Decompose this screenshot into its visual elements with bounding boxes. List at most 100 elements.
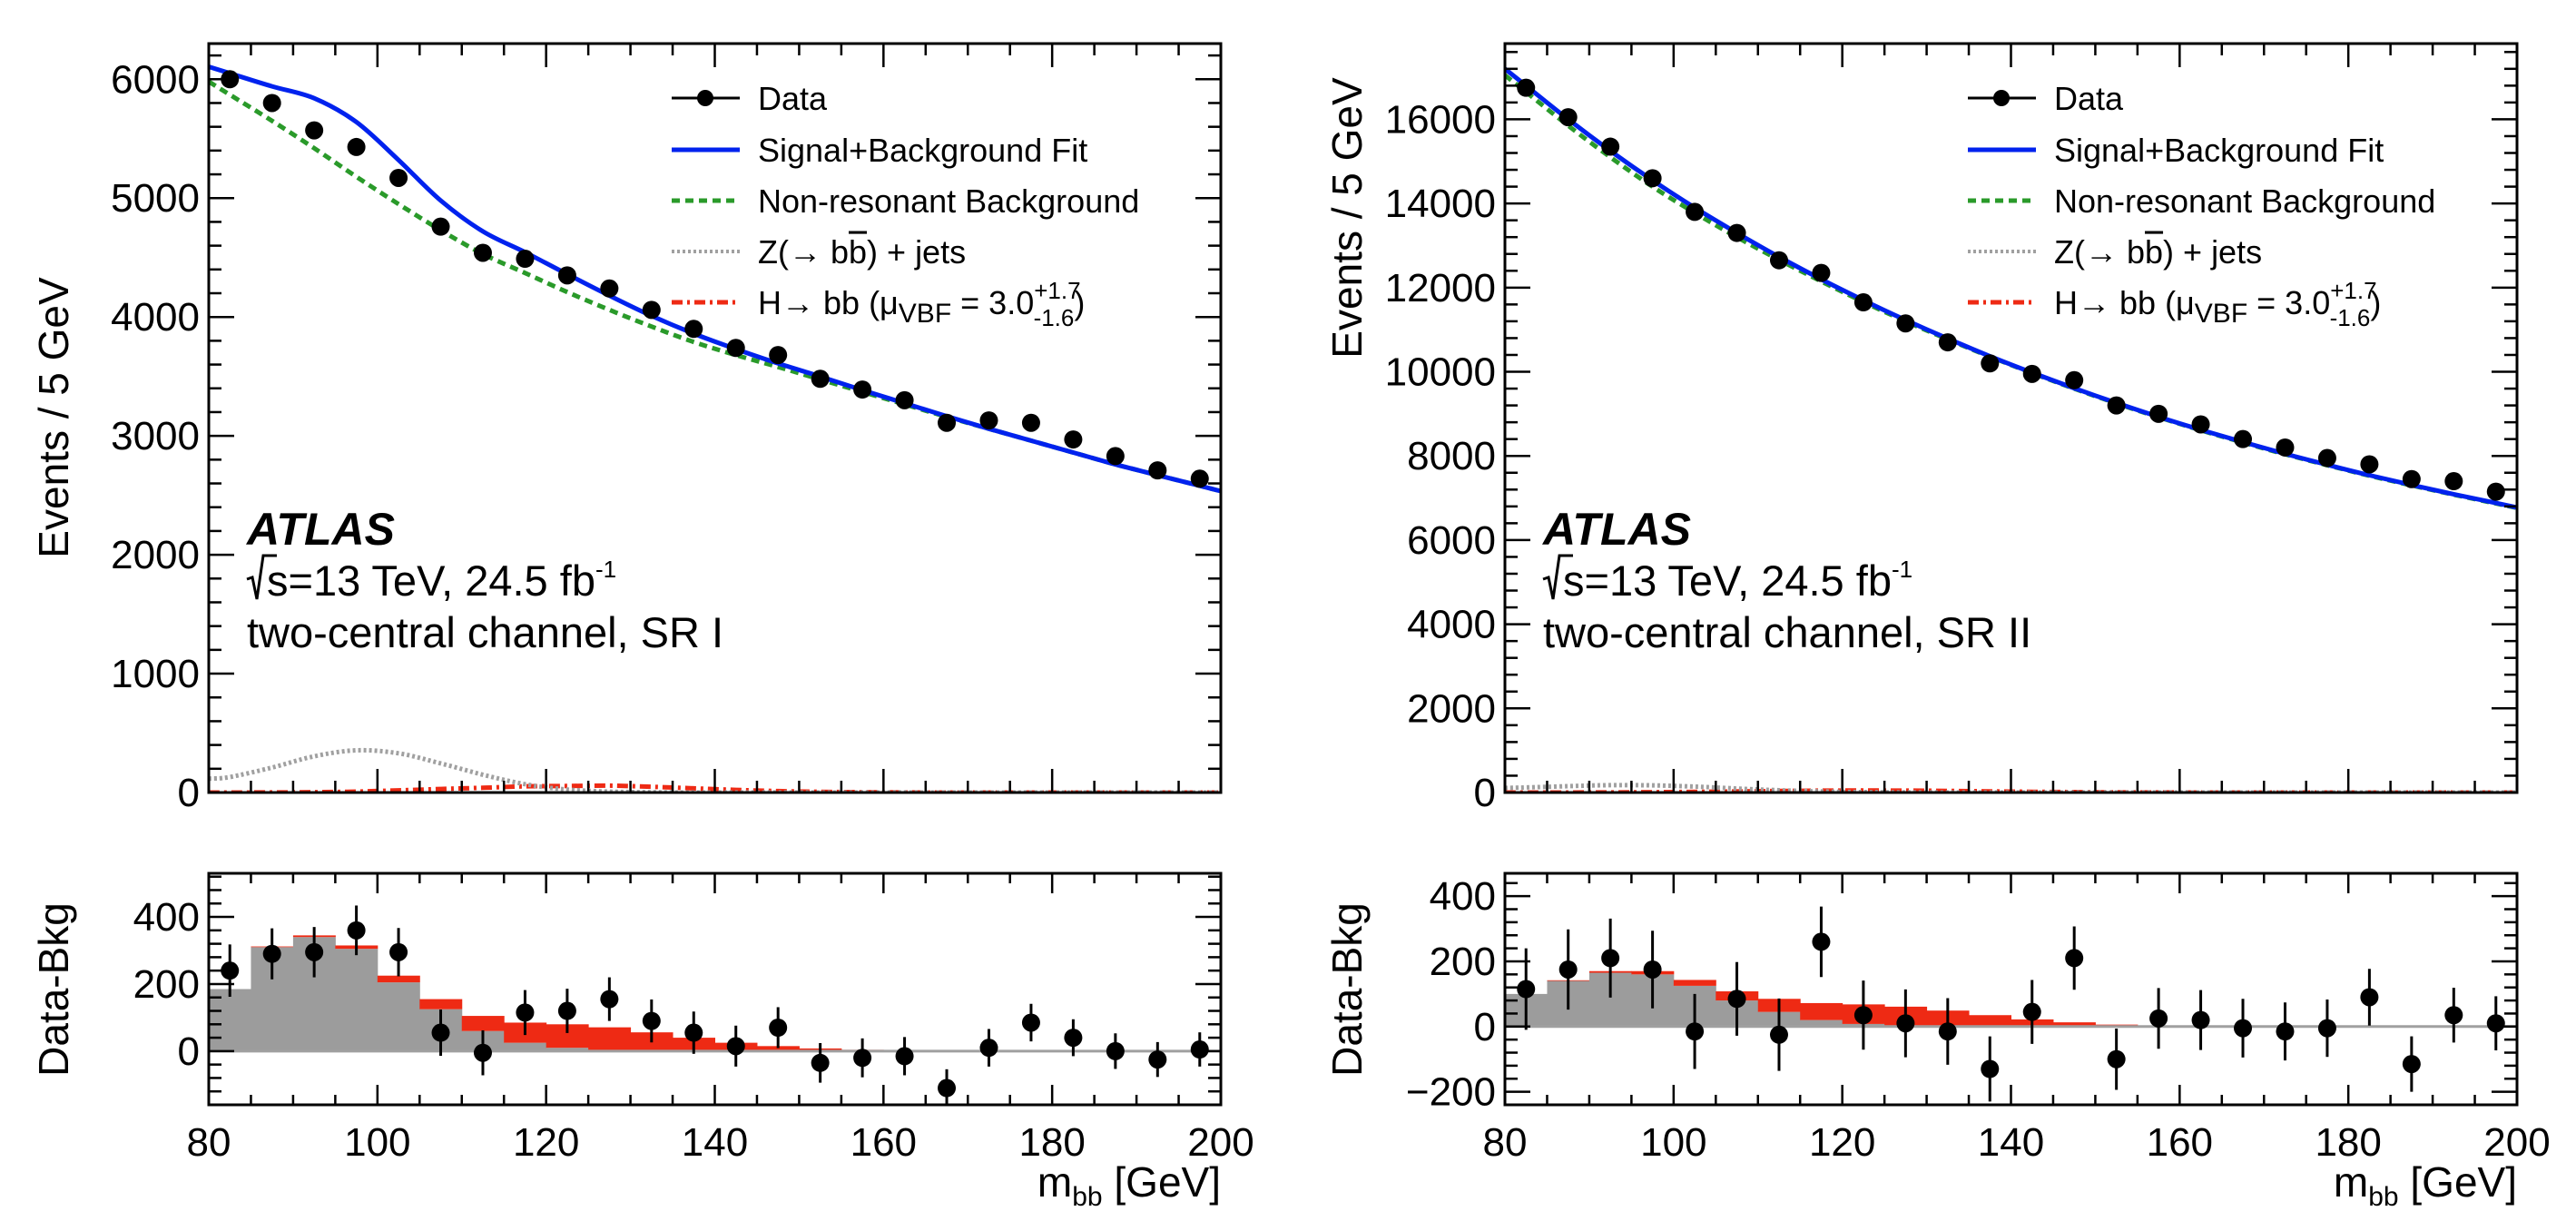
left-main-plot-layer bbox=[209, 64, 1221, 793]
right-ratio-plot-layer bbox=[1505, 906, 2517, 1102]
y-tick-label: −200 bbox=[1406, 1070, 1496, 1115]
legend-data-label: Data bbox=[758, 80, 828, 117]
higgs-bar bbox=[588, 1027, 632, 1050]
y-tick-label: 6000 bbox=[111, 57, 200, 102]
right-ratio-yticks: −200 0 200 400 bbox=[1406, 874, 2517, 1115]
z-jets-bar bbox=[504, 1042, 547, 1051]
data-point bbox=[2065, 370, 2084, 389]
legend-z-label: Z(→ bb) + jets bbox=[758, 233, 966, 271]
left-main-clipped-layer bbox=[209, 64, 1221, 793]
residual-point bbox=[1148, 1050, 1167, 1069]
left-main-yticks: 0 1000 2000 3000 4000 5000 6000 bbox=[111, 54, 1221, 815]
data-point bbox=[2402, 469, 2421, 488]
left-ratio-xticks: 80 100 120 140 160 180 200 bbox=[187, 873, 1254, 1165]
higgs-bar bbox=[2052, 1022, 2096, 1027]
data-point bbox=[979, 411, 998, 430]
x-tick-label: 160 bbox=[2147, 1120, 2213, 1165]
channel-label: two-central channel, SR I bbox=[247, 608, 723, 656]
data-point bbox=[473, 243, 492, 262]
data-point bbox=[2444, 472, 2463, 491]
right-xlabel: mbb [GeV] bbox=[2334, 1158, 2517, 1212]
y-tick-label: 400 bbox=[133, 895, 200, 940]
sqrt-symbol bbox=[246, 554, 277, 600]
y-tick-label: 3000 bbox=[111, 414, 200, 458]
data-point bbox=[1896, 314, 1915, 333]
left-annotation: ATLAS s=13 TeV, 24.5 fb-1 two-central ch… bbox=[245, 504, 723, 656]
residual-point bbox=[1601, 949, 1620, 968]
residual-point bbox=[1106, 1041, 1125, 1060]
right-ratio-panel: −200 0 200 400 80 100 120 140 160 180 200 Data-Bk… bbox=[1323, 872, 2551, 1212]
residual-point bbox=[1558, 960, 1578, 979]
data-point bbox=[1769, 251, 1788, 270]
residual-point bbox=[2149, 1009, 2168, 1028]
data-point bbox=[2360, 455, 2379, 474]
residual-point bbox=[305, 942, 324, 961]
legend-h-label: H→ bb (μVBF = 3.0+1.7 -1.6) bbox=[2054, 277, 2381, 331]
data-point bbox=[895, 390, 914, 409]
z-jets-curve bbox=[209, 747, 1221, 793]
z-jets-bar bbox=[209, 989, 251, 1051]
y-tick-label: 4000 bbox=[1407, 603, 1496, 647]
right-legend: Data Signal+Background Fit Non-resonant … bbox=[1968, 80, 2435, 331]
z-jets-bar bbox=[335, 949, 379, 1051]
y-tick-label: 8000 bbox=[1407, 434, 1496, 478]
y-tick-label: 1000 bbox=[111, 652, 200, 696]
right-main-plot-layer bbox=[1505, 66, 2517, 793]
residual-point bbox=[1686, 1022, 1705, 1041]
data-point bbox=[1517, 78, 1536, 97]
residual-point bbox=[642, 1011, 661, 1030]
residual-point bbox=[600, 990, 619, 1009]
y-tick-label: 4000 bbox=[111, 295, 200, 340]
channel-label: two-central channel, SR II bbox=[1543, 608, 2031, 656]
y-tick-label: 12000 bbox=[1385, 266, 1496, 310]
residual-point bbox=[1064, 1029, 1083, 1048]
y-tick-label: 16000 bbox=[1385, 97, 1496, 142]
legend-h-label: H→ bb (μVBF = 3.0+1.7 -1.6) bbox=[758, 277, 1085, 331]
residual-point bbox=[2402, 1055, 2421, 1074]
x-tick-label: 120 bbox=[513, 1120, 579, 1165]
left-main-ylabel: Events / 5 GeV bbox=[30, 277, 77, 558]
data-point bbox=[1643, 169, 1662, 188]
x-tick-label: 200 bbox=[2483, 1120, 2550, 1165]
residual-point bbox=[2360, 988, 2379, 1007]
y-tick-label: 400 bbox=[1430, 874, 1496, 919]
fit-curve bbox=[209, 64, 1221, 494]
legend-fit-label: Signal+Background Fit bbox=[758, 132, 1087, 169]
y-tick-label: 6000 bbox=[1407, 518, 1496, 563]
right-annotation: ATLAS s=13 TeV, 24.5 fb-1 two-central ch… bbox=[1541, 504, 2031, 656]
data-point bbox=[726, 339, 745, 358]
y-tick-label: 0 bbox=[178, 1029, 200, 1074]
data-point bbox=[2191, 415, 2210, 434]
left-ratio-plot-layer bbox=[209, 905, 1221, 1105]
legend-bkg-label: Non-resonant Background bbox=[758, 182, 1139, 220]
x-tick-label: 120 bbox=[1809, 1120, 1875, 1165]
y-tick-label: 5000 bbox=[111, 176, 200, 221]
left-legend: Data Signal+Background Fit Non-resonant … bbox=[672, 80, 1139, 331]
right-ratio-ylabel: Data-Bkg bbox=[1323, 902, 1371, 1077]
right-ratio-xticks: 80 100 120 140 160 180 200 bbox=[1483, 873, 2551, 1165]
residual-point bbox=[1517, 980, 1536, 999]
left-ratio-yticks: 0 200 400 bbox=[133, 875, 1221, 1107]
x-tick-label: 160 bbox=[850, 1120, 917, 1165]
data-point bbox=[600, 279, 619, 298]
data-point bbox=[1064, 430, 1083, 449]
x-tick-label: 140 bbox=[682, 1120, 748, 1165]
data-point bbox=[1601, 137, 1620, 156]
left-ratio-panel: 0 200 400 80 100 120 140 160 180 200 Data-Bkg mb… bbox=[30, 872, 1254, 1212]
residual-point bbox=[1769, 1025, 1788, 1044]
residual-point bbox=[1190, 1040, 1209, 1059]
residual-point bbox=[2276, 1022, 2295, 1041]
data-point bbox=[642, 300, 661, 320]
z-jets-bar bbox=[377, 982, 420, 1051]
higgs-bar bbox=[419, 999, 463, 1009]
data-point bbox=[938, 413, 957, 432]
residual-point bbox=[262, 944, 281, 963]
residual-point bbox=[979, 1039, 998, 1058]
data-point bbox=[305, 121, 324, 140]
residual-point bbox=[1021, 1013, 1040, 1032]
right-main-clipped-layer bbox=[1505, 66, 2517, 793]
legend-data-marker bbox=[697, 90, 713, 106]
atlas-label: ATLAS bbox=[245, 504, 395, 555]
higgs-bar bbox=[1673, 980, 1716, 986]
